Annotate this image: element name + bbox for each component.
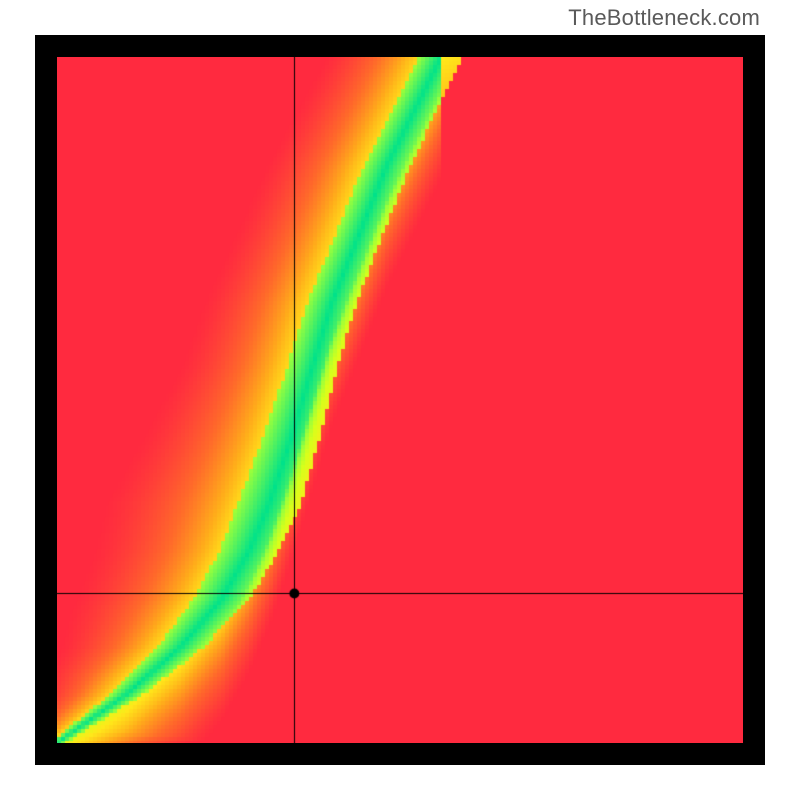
bottleneck-heatmap [35,35,765,765]
heatmap-canvas [57,57,743,743]
watermark-text: TheBottleneck.com [568,5,760,31]
